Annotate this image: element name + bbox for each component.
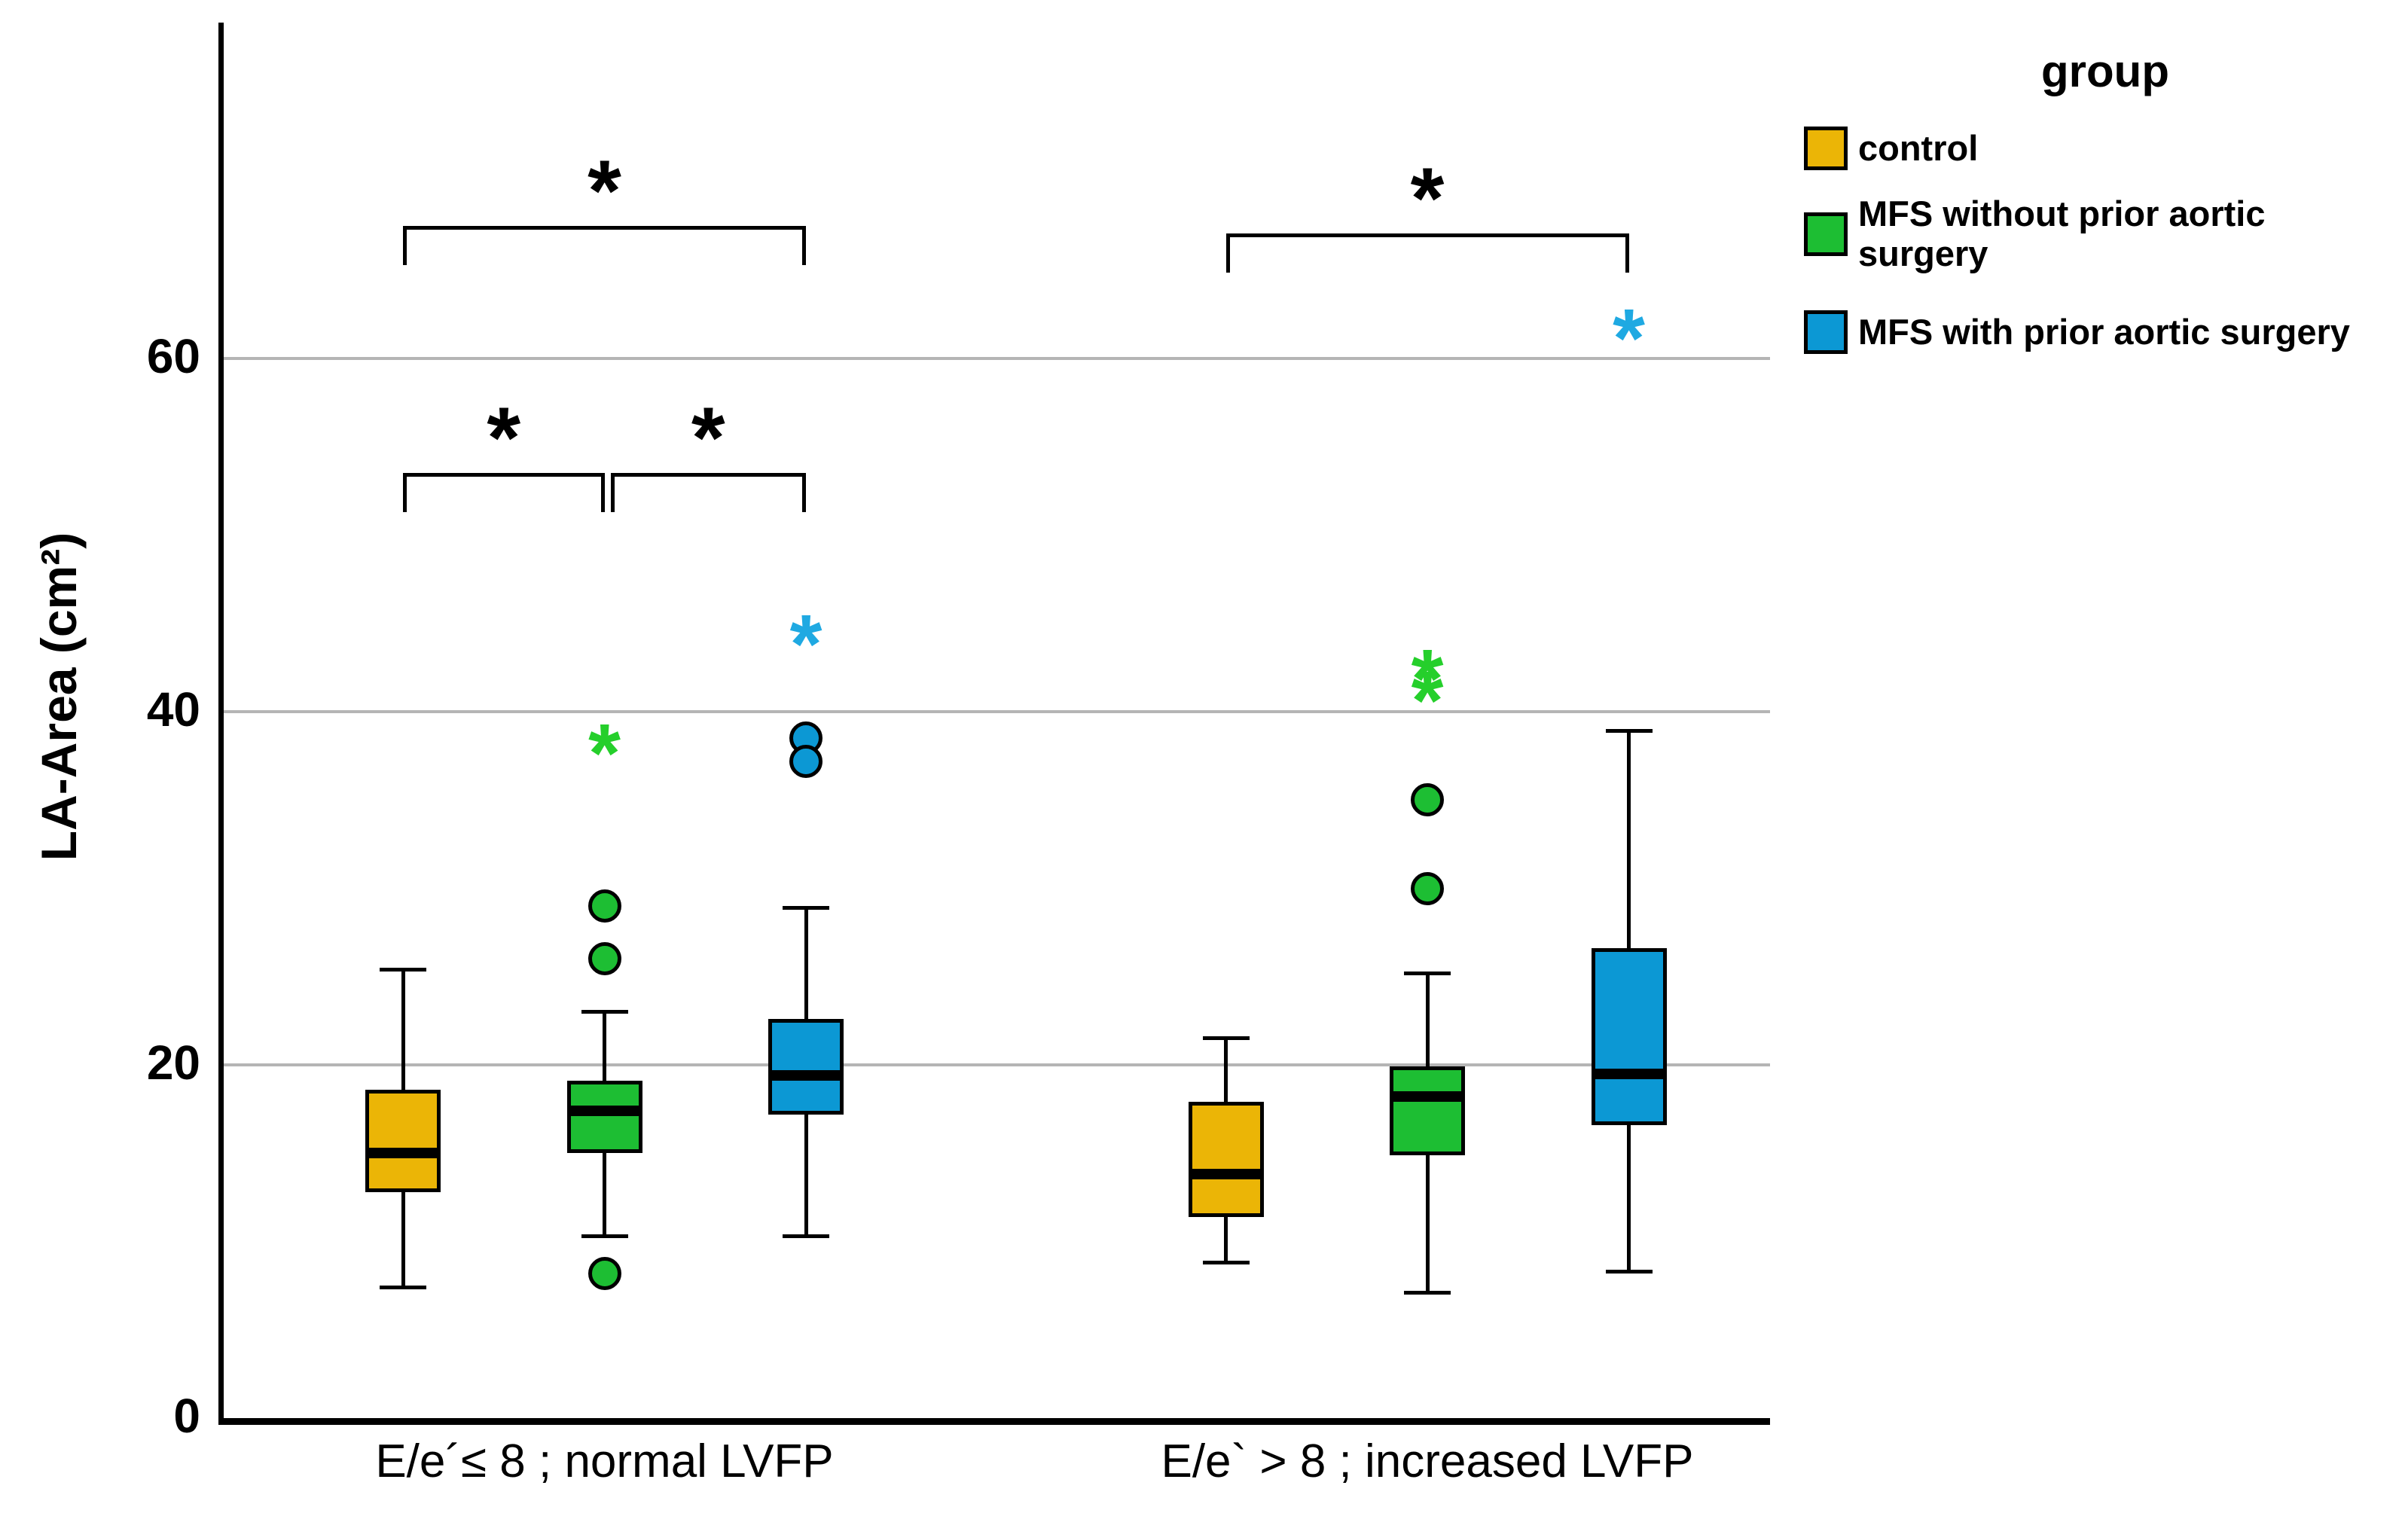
y-tick-label: 20 <box>146 1036 200 1090</box>
mfs-without-surgery-swatch-icon <box>1804 212 1848 256</box>
outlier-circle <box>789 744 823 778</box>
box-control <box>1188 1102 1264 1217</box>
whisker-cap-high <box>380 967 426 972</box>
box-MFS-without-prior-aortic-surgery <box>566 1081 642 1154</box>
whisker-cap-high <box>1605 729 1653 734</box>
bracket-horizontal <box>403 226 806 230</box>
bracket-end-left <box>403 473 407 513</box>
bracket-end-right <box>802 473 806 513</box>
gridline-40 <box>223 710 1770 713</box>
y-axis-title: LA-Area (cm²) <box>31 532 87 862</box>
outlier-circle <box>1411 783 1444 817</box>
significance-asterisk: * <box>1410 150 1445 247</box>
box-MFS-with-prior-aortic-surgery <box>768 1019 844 1115</box>
legend-item-control: control <box>1804 127 1978 170</box>
legend-item-label: MFS with prior aortic surgery <box>1858 311 2350 352</box>
whisker-cap-low <box>1404 1291 1451 1295</box>
gridline-60 <box>223 357 1770 360</box>
median-line <box>1390 1091 1465 1103</box>
box-MFS-without-prior-aortic-surgery <box>1390 1066 1465 1155</box>
x-category-label: E/e` > 8 ; increased LVFP <box>1161 1435 1694 1487</box>
significance-asterisk: * <box>588 143 621 240</box>
y-tick-label: 60 <box>146 329 200 383</box>
significance-asterisk: * <box>487 390 521 487</box>
median-line <box>1591 1068 1667 1079</box>
bracket-end-left <box>403 226 407 266</box>
legend-item-label: MFS without prior aortic surgery <box>1858 194 2266 273</box>
significance-asterisk: * <box>691 390 725 487</box>
bracket-end-left <box>1225 233 1230 273</box>
box-MFS-with-prior-aortic-surgery <box>1591 948 1667 1125</box>
box-control <box>365 1089 441 1192</box>
whisker-cap-high <box>1404 971 1451 975</box>
outlier-circle <box>1411 871 1444 905</box>
bracket-end-right <box>600 473 605 513</box>
median-line <box>1188 1169 1264 1180</box>
bracket-horizontal <box>403 473 605 477</box>
outlier-circle <box>588 942 621 976</box>
outlier-star-icon: * <box>1613 291 1645 385</box>
x-category-label: E/e´≤ 8 ; normal LVFP <box>375 1435 834 1487</box>
outlier-star-icon: * <box>789 597 823 691</box>
median-line <box>768 1070 844 1081</box>
bracket-end-right <box>1625 233 1629 273</box>
legend-title: group <box>2041 46 2169 96</box>
x-axis-line <box>218 1418 1770 1425</box>
whisker-cap-low <box>1202 1261 1250 1265</box>
outlier-star-icon: * <box>1411 633 1444 726</box>
bracket-end-left <box>610 473 615 513</box>
legend-item-label: control <box>1858 127 1979 168</box>
bracket-horizontal <box>610 473 806 477</box>
y-tick-label: 0 <box>173 1389 200 1443</box>
legend-item-mfs-with-surgery: MFS with prior aortic surgery <box>1804 310 2399 354</box>
whisker-cap-low <box>581 1234 628 1238</box>
y-axis-line <box>218 23 224 1425</box>
whisker-cap-high <box>581 1010 628 1014</box>
median-line <box>566 1105 642 1116</box>
control-swatch-icon <box>1804 127 1848 170</box>
legend-item-mfs-without-surgery: MFS without prior aortic surgery <box>1804 194 2399 273</box>
mfs-with-surgery-swatch-icon <box>1804 310 1848 354</box>
gridline-20 <box>223 1063 1770 1066</box>
whisker-cap-high <box>783 905 829 910</box>
median-line <box>365 1148 441 1159</box>
whisker-cap-high <box>1202 1036 1250 1041</box>
bracket-horizontal <box>1225 233 1629 237</box>
outlier-star-icon: * <box>1411 654 1444 747</box>
whisker-cap-low <box>1605 1269 1653 1274</box>
y-tick-label: 40 <box>146 682 200 737</box>
outlier-circle <box>588 889 621 923</box>
outlier-circle <box>588 1256 621 1290</box>
whisker-cap-low <box>380 1285 426 1289</box>
bracket-end-right <box>802 226 806 266</box>
outlier-star-icon: * <box>588 706 621 800</box>
whisker-cap-low <box>783 1234 829 1238</box>
